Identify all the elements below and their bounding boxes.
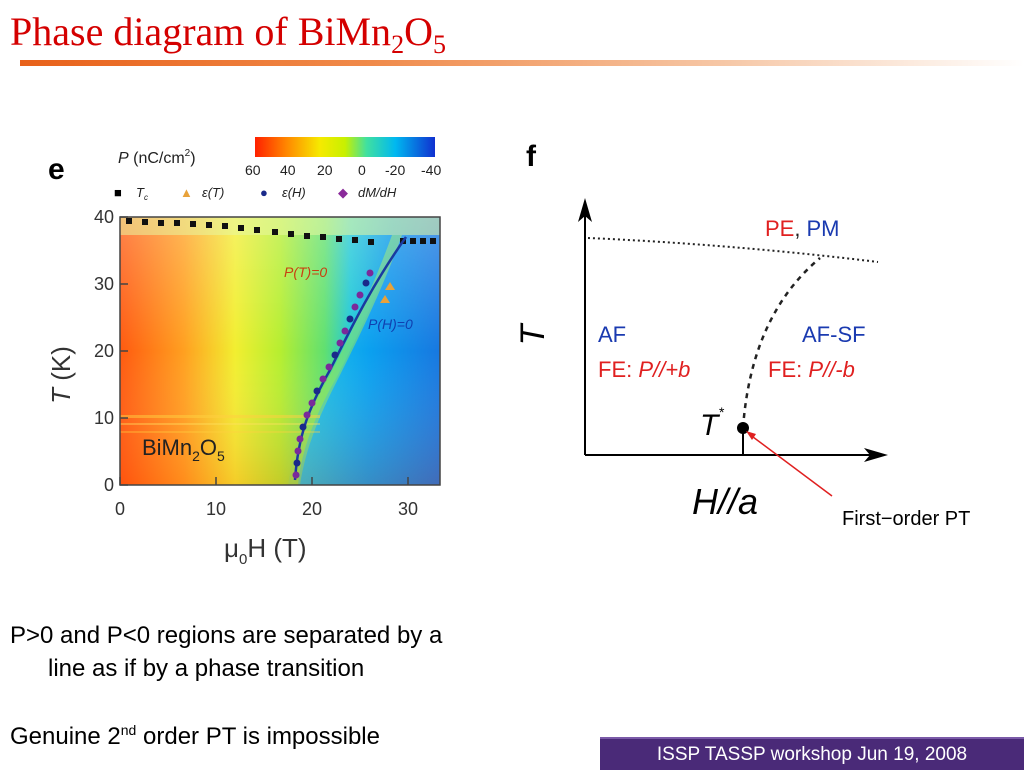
panel-f-svg: f T PE,PM AF FE: P//+b AF-SF FE: P//-b T… bbox=[514, 140, 888, 522]
panel-f-x-label: H//a bbox=[692, 481, 758, 522]
colorbar bbox=[255, 137, 435, 157]
x-tick-label: 10 bbox=[206, 499, 226, 519]
pointer-line bbox=[748, 433, 833, 497]
legend-label-epsH: ε(H) bbox=[282, 185, 306, 200]
y-axis-arrow bbox=[578, 198, 592, 222]
title-underline bbox=[20, 60, 1024, 66]
colorbar-label: P (nC/cm2) bbox=[118, 148, 196, 167]
colorbar-ticks: 60 40 20 0 -20 -40 bbox=[245, 162, 441, 178]
colorbar-tick: 0 bbox=[358, 162, 366, 178]
colorbar-tick: 40 bbox=[280, 162, 296, 178]
y-tick-labels: 40 30 20 10 0 bbox=[94, 207, 114, 495]
spin-flop-line bbox=[741, 257, 821, 429]
panel-f-figure: f T PE,PM AF FE: P//+b AF-SF FE: P//-b T… bbox=[514, 130, 900, 530]
colorbar-tick: 20 bbox=[317, 162, 333, 178]
annotation-PT: P(T)=0 bbox=[284, 264, 327, 280]
contour-map bbox=[120, 217, 440, 485]
panel-e-letter: e bbox=[48, 153, 65, 186]
slide-title: Phase diagram of BiMn2O5 bbox=[10, 9, 446, 59]
y-tick-label: 10 bbox=[94, 408, 114, 428]
x-axis-label: μ0H (T) bbox=[224, 533, 307, 568]
legend-label-tc: Tc bbox=[136, 185, 148, 202]
pe-boundary-line bbox=[587, 237, 879, 263]
y-tick-label: 30 bbox=[94, 274, 114, 294]
y-tick-label: 20 bbox=[94, 341, 114, 361]
y-axis-label: T (K) bbox=[46, 346, 76, 404]
legend-label-epsT: ε(T) bbox=[202, 185, 224, 200]
boundary-points bbox=[292, 269, 395, 479]
colorbar-tick: -20 bbox=[385, 162, 405, 178]
y-tick-label: 40 bbox=[94, 207, 114, 227]
bullet-line-2: line as if by a phase transition bbox=[48, 655, 365, 682]
x-tick-label: 20 bbox=[302, 499, 322, 519]
x-tick-labels: 0 10 20 30 bbox=[115, 499, 418, 519]
first-order-label: First−order PT bbox=[842, 508, 971, 530]
panel-e-figure: e P (nC/cm2) 60 40 20 0 -20 -40 ■ Tc ▲ ε… bbox=[40, 125, 460, 580]
bullet-line-3: Genuine 2nd order PT is impossible bbox=[10, 722, 380, 750]
phase-fe-left: FE: P//+b bbox=[598, 357, 690, 382]
annotation-PH: P(H)=0 bbox=[368, 316, 413, 332]
phase-pe-pm: PE, PM bbox=[765, 216, 839, 241]
y-tick-marks bbox=[120, 216, 128, 486]
panel-e-svg: e P (nC/cm2) 60 40 20 0 -20 -40 ■ Tc ▲ ε… bbox=[46, 137, 441, 568]
pointer-arrowhead bbox=[746, 431, 756, 440]
phase-afsf: AF-SF bbox=[802, 322, 866, 347]
legend-label-dMdH: dM/dH bbox=[358, 185, 397, 200]
colorbar-tick: -40 bbox=[421, 162, 441, 178]
tstar-label: T* bbox=[700, 404, 724, 442]
x-tick-label: 0 bbox=[115, 499, 125, 519]
panel-f-y-label: T bbox=[520, 322, 552, 345]
colorbar-tick: 60 bbox=[245, 162, 261, 178]
legend-marker-tc: ■ bbox=[114, 185, 122, 200]
x-axis-arrow bbox=[864, 448, 888, 462]
legend-marker-dMdH: ◆ bbox=[338, 185, 348, 200]
x-tick-label: 30 bbox=[398, 499, 418, 519]
phase-fe-right: FE: P//-b bbox=[768, 357, 855, 382]
x-tick-marks bbox=[119, 477, 409, 485]
compound-label: BiMn2O5 bbox=[142, 435, 225, 464]
panel-f-letter: f bbox=[526, 140, 537, 173]
footer-banner: ISSP TASSP workshop Jun 19, 2008 bbox=[600, 737, 1024, 770]
phase-af: AF bbox=[598, 322, 626, 347]
bullet-line-1: P>0 and P<0 regions are separated by a bbox=[10, 622, 443, 649]
legend-marker-epsH: ● bbox=[260, 185, 268, 200]
y-tick-label: 0 bbox=[104, 475, 114, 495]
legend: ■ Tc ▲ ε(T) ● ε(H) ◆ dM/dH bbox=[114, 185, 397, 202]
legend-marker-epsT: ▲ bbox=[180, 185, 193, 200]
